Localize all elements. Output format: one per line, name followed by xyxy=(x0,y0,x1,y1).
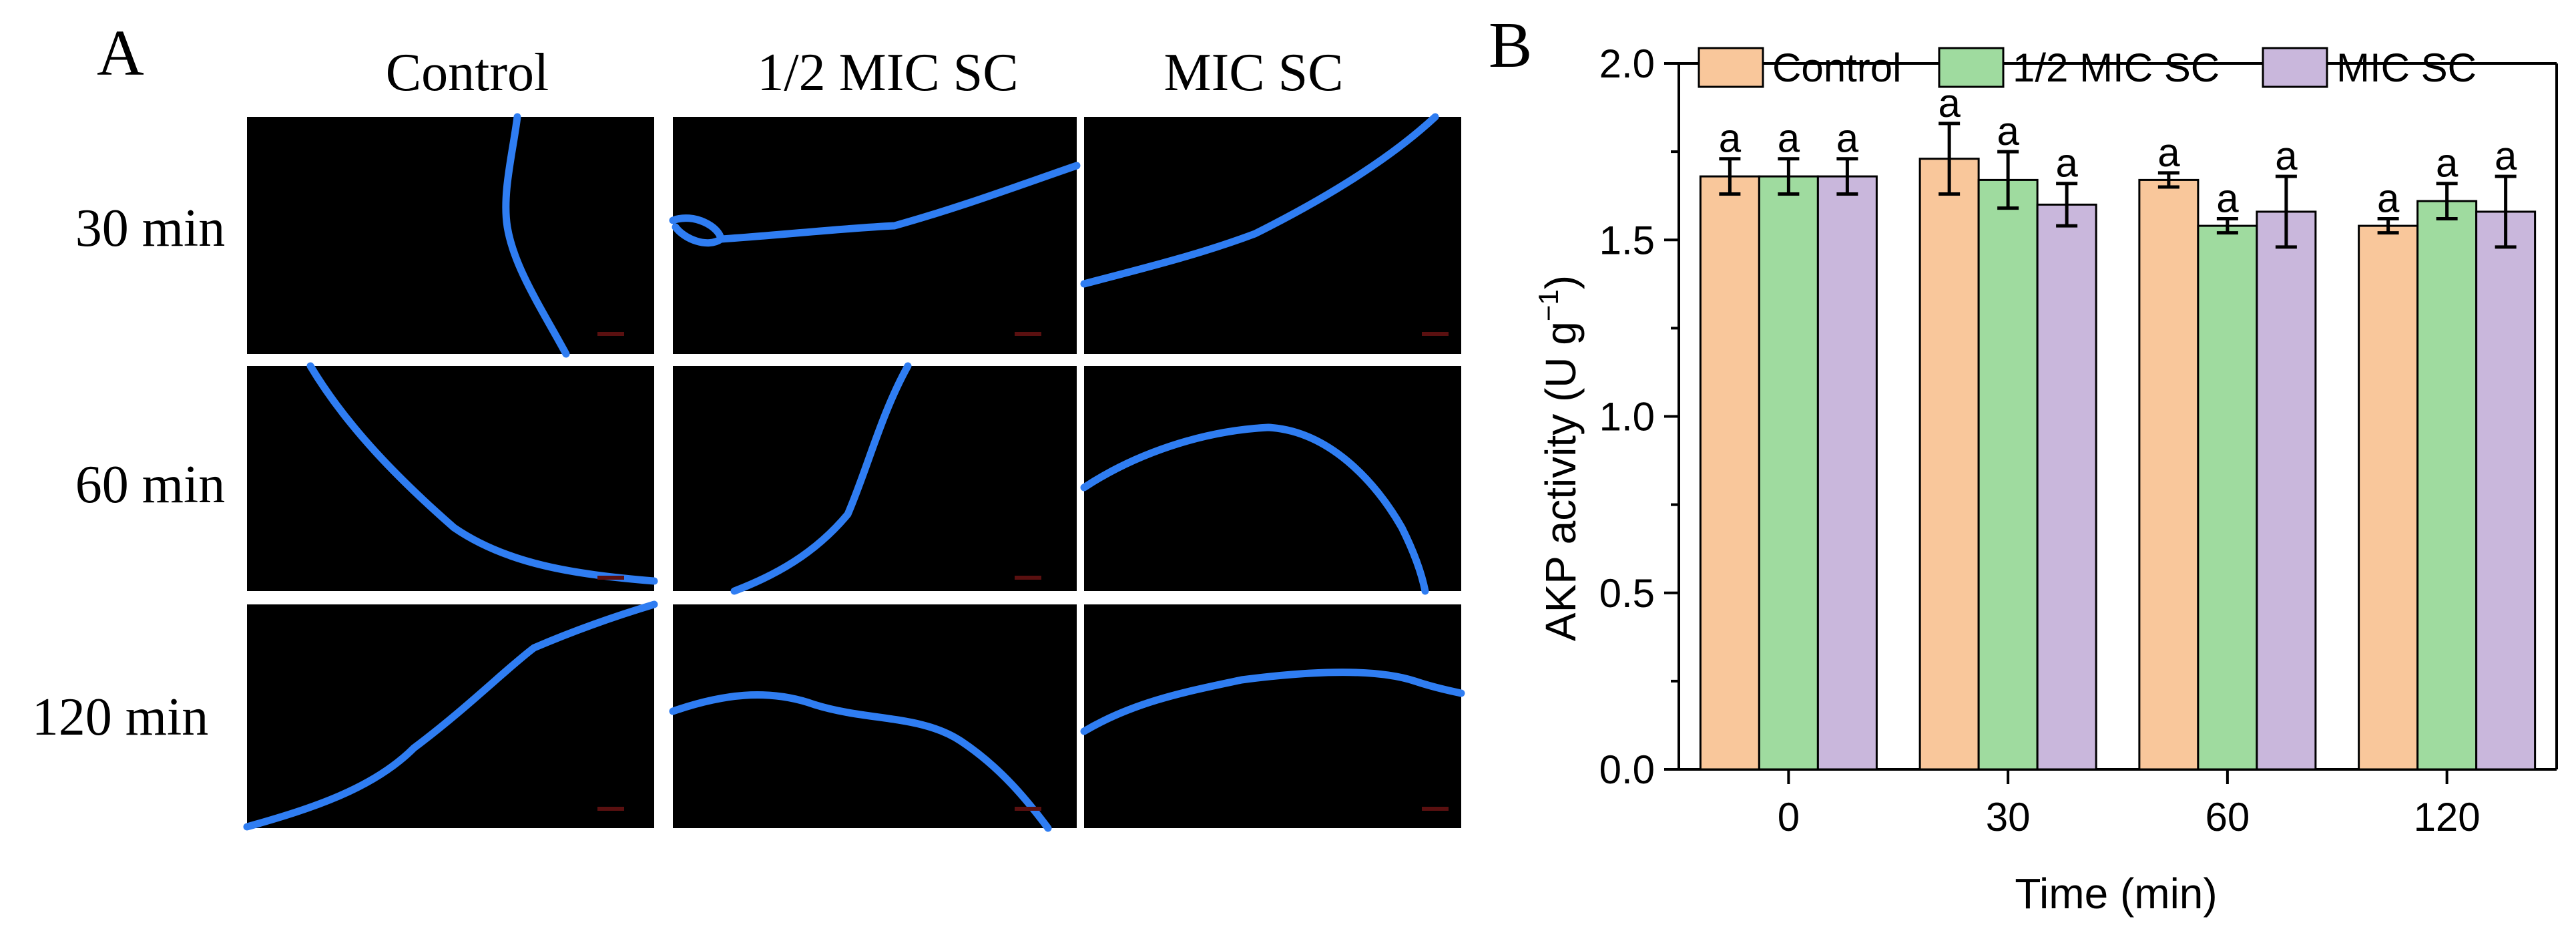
x-tick-label: 0 xyxy=(1778,795,1800,839)
legend-swatch xyxy=(1938,47,2005,88)
row-header-30-min: 30 min xyxy=(75,199,225,258)
significance-label: a xyxy=(2495,134,2517,178)
legend-label: 1/2 MIC SC xyxy=(2013,45,2220,90)
bar xyxy=(2416,200,2478,771)
bar xyxy=(1918,158,1980,771)
y-tick-label: 1.5 xyxy=(1599,218,1655,262)
y-axis-label-main: AKP activity (U g xyxy=(1537,321,1585,641)
significance-label: a xyxy=(2377,176,2400,221)
micrograph-mic-sc-30min xyxy=(1080,113,1461,354)
panel-a: A Control 1/2 MIC SC MIC SC 30 min 60 mi… xyxy=(32,17,1465,832)
column-header-half-mic-sc: 1/2 MIC SC xyxy=(757,43,1018,102)
x-axis-label: Time (min) xyxy=(2015,870,2217,918)
y-axis-label-end: ) xyxy=(1537,275,1585,289)
significance-label: a xyxy=(1836,116,1859,161)
micrograph-control-120min xyxy=(243,600,658,831)
bar xyxy=(2358,224,2419,771)
significance-label: a xyxy=(2216,176,2239,221)
x-tick-label: 120 xyxy=(2414,795,2481,839)
significance-label: a xyxy=(1719,116,1742,161)
significance-label: a xyxy=(2275,134,2298,178)
y-tick-label: 2.0 xyxy=(1599,41,1655,86)
panel-b-label: B xyxy=(1489,9,1532,81)
y-axis-label-superscript: −1 xyxy=(1533,289,1564,321)
row-header-120-min: 120 min xyxy=(32,688,208,747)
significance-label: a xyxy=(2436,141,2459,186)
row-header-60-min: 60 min xyxy=(75,455,225,514)
significance-label: a xyxy=(2055,141,2078,186)
column-header-mic-sc: MIC SC xyxy=(1164,43,1344,102)
y-tick-label: 0.0 xyxy=(1599,747,1655,792)
panel-a-label: A xyxy=(97,17,144,89)
column-header-control: Control xyxy=(386,43,549,102)
legend-swatch xyxy=(1698,47,1764,88)
bar xyxy=(2138,178,2200,771)
bar xyxy=(2197,224,2258,771)
y-axis-label: AKP activity (U g−1) xyxy=(1533,275,1585,641)
legend-label: Control xyxy=(1772,45,1901,90)
bar xyxy=(2475,210,2537,771)
micrograph-half-mic-sc-30min xyxy=(669,117,1081,354)
legend-label: MIC SC xyxy=(2336,45,2477,90)
y-tick-label: 0.5 xyxy=(1599,571,1655,616)
legend-swatch xyxy=(2262,47,2328,88)
micrograph-half-mic-sc-120min xyxy=(669,604,1077,832)
micrograph-half-mic-sc-60min xyxy=(673,362,1077,595)
bar xyxy=(1699,175,1760,771)
significance-label: a xyxy=(1778,116,1800,161)
significance-label: a xyxy=(2157,130,2180,175)
bar xyxy=(2036,203,2097,771)
micrograph-control-30min xyxy=(247,113,654,358)
bar xyxy=(1977,178,2039,771)
significance-label: a xyxy=(1938,81,1961,126)
y-tick-label: 1.0 xyxy=(1599,395,1655,439)
micrograph-control-60min xyxy=(247,362,658,591)
x-tick-label: 30 xyxy=(1986,795,2031,839)
panel-b: B AKP activity (U g−1) Time (min) 0.0 0.5… xyxy=(1489,9,2558,918)
bar xyxy=(2256,210,2317,771)
micrograph-mic-sc-120min xyxy=(1080,604,1465,828)
significance-label: a xyxy=(1997,109,2019,154)
micrograph-mic-sc-60min xyxy=(1080,366,1461,595)
bar xyxy=(1816,175,1878,771)
bar xyxy=(1758,175,1819,771)
x-tick-label: 60 xyxy=(2206,795,2250,839)
